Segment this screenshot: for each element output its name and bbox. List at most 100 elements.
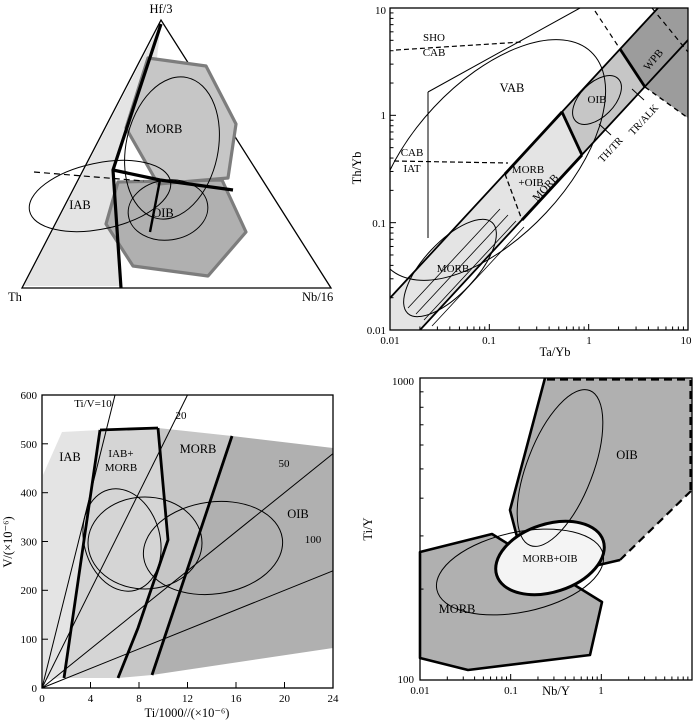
tiv20-reference-line xyxy=(41,394,188,689)
ternary-oib-label: OIB xyxy=(152,206,174,220)
wpb-field xyxy=(620,8,688,118)
ternary-apex-top-label: Hf/3 xyxy=(150,2,173,16)
tiv-xtick-label: 16 xyxy=(231,693,243,705)
tayb-ytick-label: 10 xyxy=(375,5,387,17)
tiv-ytick-label: 600 xyxy=(21,390,38,402)
iab-sample-ellipse xyxy=(28,159,172,233)
ternary-apex-right-label: Nb/16 xyxy=(302,290,333,304)
oib-wpb-divider xyxy=(618,48,647,88)
oib-sample-ellipse xyxy=(516,389,604,547)
sample-ellipse-right xyxy=(142,500,284,596)
tayb-tr-alk-label: TR/ALK xyxy=(627,102,661,138)
band-hatch-line xyxy=(407,208,501,309)
nby-x-axis-ticks xyxy=(419,674,693,680)
tiv-y-axis-ticks xyxy=(42,394,48,689)
tayb-y-axis-label: Th/Yb xyxy=(350,152,364,185)
tiv10-reference-line xyxy=(41,394,116,689)
band-lower-thick-segment xyxy=(520,154,584,221)
nby-ytick-label: 1000 xyxy=(392,376,415,388)
tayb-cab-top-label: CAB xyxy=(423,47,446,59)
nby-morboib-label: MORB+OIB xyxy=(523,554,578,565)
oib-dashed-boundary-diagonal xyxy=(619,489,693,561)
morb-morboib-dashed-divider xyxy=(504,173,523,221)
nby-xtick-label: 1 xyxy=(598,685,604,697)
tiv-ytick-label: 300 xyxy=(21,537,38,549)
vab-upper-boundary xyxy=(427,8,581,93)
tayb-th-tr-label: TH/TR xyxy=(597,135,626,165)
ternary-iab-label: IAB xyxy=(69,198,91,212)
wpb-dashed-boundary-upper xyxy=(594,10,621,50)
tiv-x-axis-label: Ti/1000//(×10⁻⁶) xyxy=(145,706,230,720)
tiv-xtick-label: 24 xyxy=(328,693,340,705)
tayb-x-axis-label: Ta/Yb xyxy=(539,345,570,359)
sample-ellipse-left xyxy=(82,488,162,592)
tayb-ytick-label: 0.1 xyxy=(372,218,386,230)
tayb-xtick-label: 1 xyxy=(586,335,592,347)
tayb-ytick-label: 0.01 xyxy=(367,325,386,337)
ternary-panel: Hf/3 Th Nb/16 MORB IAB OIB xyxy=(8,2,333,304)
ternary-apex-left-label: Th xyxy=(8,290,23,304)
oib-field xyxy=(152,436,333,675)
tayb-oib-label: OIB xyxy=(588,94,607,106)
nby-y-axis-label: Ti/Y xyxy=(361,517,375,540)
tayb-sho-label: SHO xyxy=(423,32,445,44)
tiv-ratio20-label: 20 xyxy=(176,410,188,422)
tayb-x-axis-ticks xyxy=(389,324,689,330)
tiv-y-axis-label: V/(×10⁻⁶) xyxy=(1,516,15,567)
morb-sample-ellipse xyxy=(124,76,220,220)
tiv-iabmorb-label-line2: MORB xyxy=(105,462,137,474)
tayb-morb-oib-label-line1: MORB xyxy=(512,164,544,176)
tiv-xtick-label: 0 xyxy=(39,693,45,705)
iab-field xyxy=(43,430,100,680)
tayb-morb-bottom-label: MORB xyxy=(437,263,469,275)
morb-oib-overlap-outline xyxy=(494,519,606,597)
iab-left-thick-boundary xyxy=(62,429,102,679)
nby-xtick-label: 0.01 xyxy=(410,685,429,697)
cab-iat-dashed-boundary xyxy=(393,160,509,164)
tayb-plot-content xyxy=(390,8,688,330)
tiv-xtick-label: 8 xyxy=(136,693,142,705)
tiv-x-axis-ticks xyxy=(41,682,334,688)
iabmorb-top-thick-boundary xyxy=(99,426,159,432)
iab-dashed-trend-line xyxy=(33,171,145,182)
tiv100-reference-line xyxy=(41,570,334,689)
tiv-xtick-label: 4 xyxy=(88,693,94,705)
tiv-xtick-label: 12 xyxy=(182,693,193,705)
nby-oib-label: OIB xyxy=(616,448,638,462)
tiv-xtick-label: 20 xyxy=(279,693,291,705)
th-tr-tick xyxy=(598,123,612,136)
tayb-vab-label: VAB xyxy=(500,81,525,95)
sample-ellipse-center xyxy=(87,496,203,590)
tayb-morb-oib-label-line2: +OIB xyxy=(518,177,543,189)
tayb-y-axis-ticks xyxy=(390,7,396,331)
morboib-oib-divider xyxy=(560,111,584,156)
tayb-ytick-label: 1 xyxy=(381,110,387,122)
nby-x-axis-label: Nb/Y xyxy=(542,684,570,698)
morb-field xyxy=(118,428,232,678)
tiv-ytick-label: 500 xyxy=(21,439,38,451)
tayb-xtick-label: 10 xyxy=(681,335,693,347)
tiv-iabmorb-label-line1: IAB+ xyxy=(108,448,133,460)
nby-ytick-label: 100 xyxy=(398,674,415,686)
tayb-xtick-label: 0.01 xyxy=(380,335,399,347)
tiy-nby-panel: OIB MORB+OIB MORB 1000 100 0.01 0.1 1 Nb… xyxy=(361,376,693,698)
tiv-morb-label: MORB xyxy=(180,442,217,456)
band-hatch-line xyxy=(431,226,525,327)
iab-field xyxy=(24,23,161,286)
tiv-ytick-label: 0 xyxy=(32,683,38,695)
tayb-cab-label: CAB xyxy=(401,147,424,159)
arc-array-sample-ellipse xyxy=(390,39,607,281)
tiv-ratio50-label: 50 xyxy=(279,458,291,470)
nby-morb-label: MORB xyxy=(439,602,476,616)
tiv-ytick-label: 100 xyxy=(21,634,38,646)
tiv-oib-label: OIB xyxy=(287,507,309,521)
morb-oib-thick-boundary xyxy=(150,435,234,676)
oib-band-zone xyxy=(562,49,645,155)
band-hatch-line xyxy=(423,220,517,321)
tayb-iat-label: IAT xyxy=(403,163,420,175)
oib-inner-boundary-line xyxy=(148,179,162,233)
morb-sample-ellipse xyxy=(403,218,497,318)
tiv-ratio100-label: 100 xyxy=(305,534,322,546)
tayb-plot-frame xyxy=(389,7,689,331)
ternary-morb-label: MORB xyxy=(146,122,183,136)
